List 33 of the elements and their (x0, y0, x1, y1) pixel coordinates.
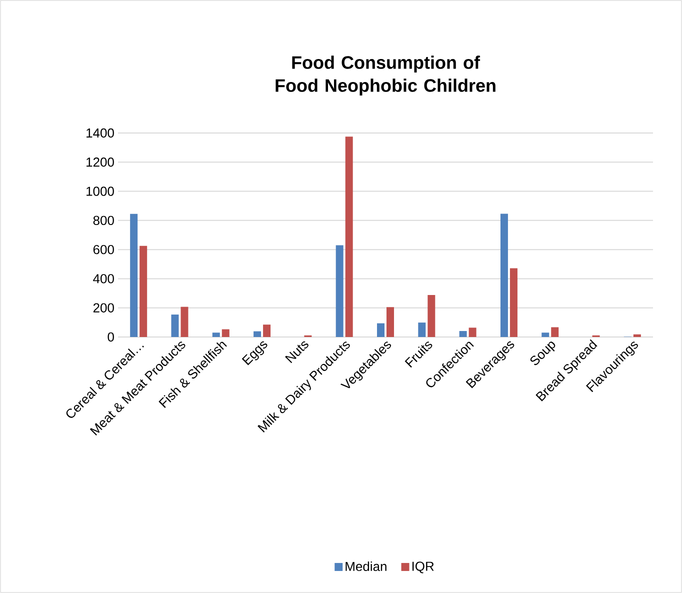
bar (212, 332, 220, 337)
bar (345, 136, 353, 337)
y-tick-label: 200 (93, 303, 114, 312)
chart-title: Food Consumption of Food Neophobic Children (276, 56, 496, 96)
y-tick-label: 1200 (86, 158, 114, 167)
bar (386, 307, 394, 337)
y-tick-label: 600 (93, 244, 114, 254)
bar (222, 329, 230, 337)
bar (171, 314, 179, 337)
bar (263, 324, 271, 337)
bar (500, 214, 508, 337)
bar (428, 295, 436, 337)
bar (130, 214, 138, 337)
y-tick-label: 1000 (86, 186, 114, 196)
bar (418, 322, 426, 337)
bar (180, 306, 188, 337)
bar (140, 246, 148, 337)
bar (510, 268, 518, 337)
bar (468, 328, 476, 337)
x-tick-label: Nuts (285, 341, 308, 364)
legend-label: Median (346, 562, 386, 572)
bar (459, 331, 467, 337)
y-tick-label: 0 (108, 332, 114, 342)
y-tick-label: 800 (93, 216, 114, 226)
bar (542, 332, 550, 337)
bar (254, 331, 262, 337)
bar (336, 245, 344, 337)
legend-label: IQR (412, 562, 434, 574)
bar (377, 323, 385, 337)
bar (551, 327, 559, 337)
bar (633, 334, 641, 337)
y-tick-label: 400 (93, 274, 114, 284)
y-tick-label: 1400 (86, 128, 114, 138)
